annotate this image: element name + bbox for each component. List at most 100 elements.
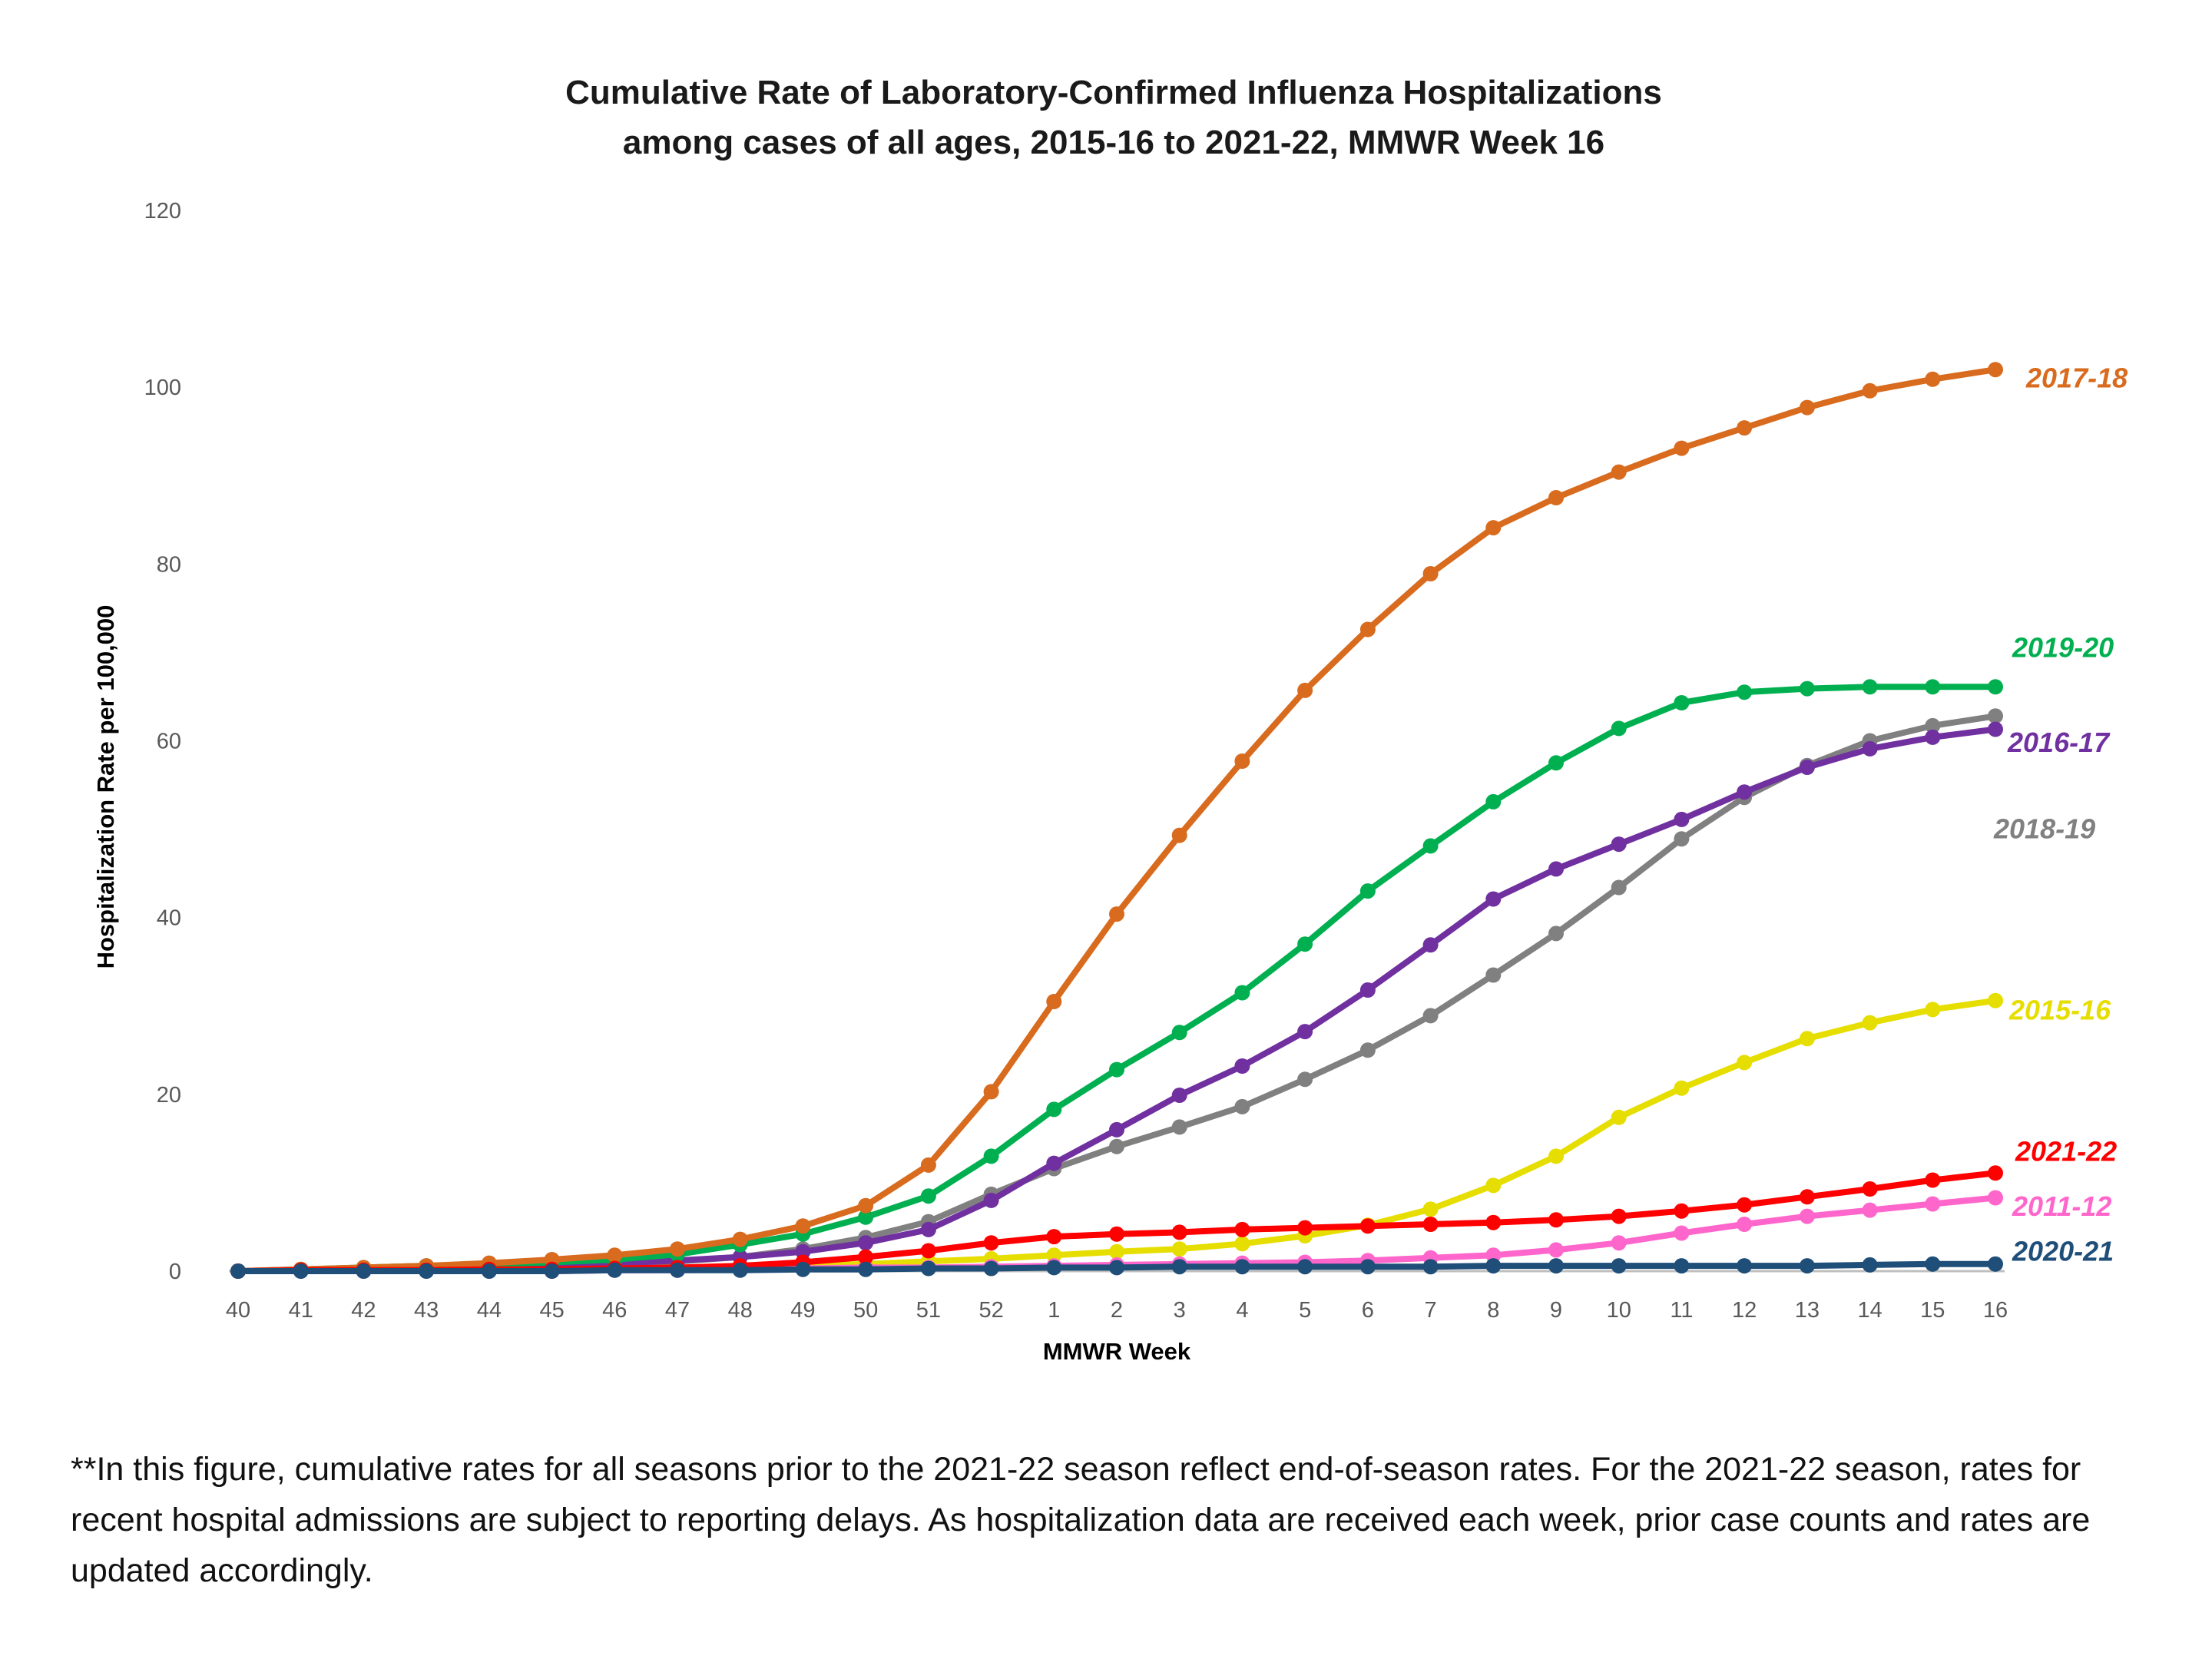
data-point bbox=[920, 1221, 936, 1237]
data-point bbox=[1234, 753, 1250, 769]
data-point bbox=[920, 1188, 936, 1204]
data-point bbox=[1988, 1256, 2003, 1272]
x-tick-label: 6 bbox=[1362, 1298, 1374, 1323]
x-tick-label: 2 bbox=[1111, 1298, 1123, 1323]
x-tick-label: 42 bbox=[351, 1298, 376, 1323]
data-point bbox=[1046, 1247, 1062, 1263]
data-point bbox=[1171, 1088, 1187, 1103]
data-point bbox=[1611, 836, 1627, 853]
data-point bbox=[1611, 1258, 1627, 1274]
data-point bbox=[419, 1263, 435, 1279]
x-tick-label: 43 bbox=[414, 1298, 439, 1323]
data-point bbox=[1737, 1217, 1753, 1232]
series-label-2016-17: 2016-17 bbox=[2007, 727, 2111, 758]
x-tick-label: 45 bbox=[539, 1298, 564, 1323]
x-tick-label: 48 bbox=[728, 1298, 753, 1323]
x-tick-label: 4 bbox=[1236, 1298, 1248, 1323]
data-point bbox=[293, 1263, 309, 1279]
data-point bbox=[1988, 362, 2003, 378]
data-point bbox=[1799, 760, 1815, 775]
data-point bbox=[983, 1235, 999, 1251]
series-label-2015-16: 2015-16 bbox=[2008, 995, 2111, 1026]
data-point bbox=[1109, 1243, 1124, 1260]
data-point bbox=[1925, 1256, 1941, 1272]
series-label-2021-22: 2021-22 bbox=[2015, 1136, 2117, 1167]
x-tick-label: 10 bbox=[1607, 1298, 1631, 1323]
data-point bbox=[1359, 621, 1376, 637]
x-tick-label: 16 bbox=[1983, 1298, 2008, 1323]
series-2020-21 bbox=[230, 1256, 2003, 1279]
data-point bbox=[1422, 1201, 1439, 1217]
data-point bbox=[1234, 1236, 1250, 1252]
y-axis-ticks: 0 20 40 60 80 100 120 bbox=[144, 199, 181, 1284]
data-point bbox=[1799, 1031, 1815, 1047]
data-point bbox=[920, 1157, 936, 1173]
x-tick-label: 15 bbox=[1920, 1298, 1945, 1323]
data-point bbox=[1799, 1208, 1815, 1224]
data-point bbox=[983, 1192, 999, 1208]
series-label-2019-20: 2019-20 bbox=[2012, 632, 2114, 664]
chart-title-line-2: among cases of all ages, 2015-16 to 2021… bbox=[623, 124, 1604, 161]
data-point bbox=[732, 1231, 748, 1247]
y-axis-title: Hospitalization Rate per 100,000 bbox=[92, 605, 119, 969]
y-tick-label: 80 bbox=[157, 552, 181, 577]
data-point bbox=[1234, 1058, 1250, 1074]
data-point bbox=[1485, 967, 1502, 983]
data-point bbox=[1737, 1197, 1753, 1213]
data-point bbox=[1674, 695, 1690, 710]
data-point bbox=[1799, 1189, 1815, 1205]
data-point bbox=[1046, 994, 1062, 1009]
data-point bbox=[1046, 1101, 1062, 1118]
data-point bbox=[1297, 1259, 1313, 1275]
y-tick-label: 120 bbox=[144, 199, 181, 224]
data-point bbox=[1799, 680, 1815, 697]
data-point bbox=[1109, 906, 1124, 922]
data-point bbox=[858, 1197, 874, 1214]
data-point bbox=[607, 1262, 623, 1278]
y-tick-label: 40 bbox=[157, 906, 181, 931]
data-point bbox=[1359, 1259, 1376, 1275]
x-tick-label: 14 bbox=[1857, 1298, 1882, 1323]
data-point bbox=[1737, 684, 1753, 700]
chart-title-line-1: Cumulative Rate of Laboratory-Confirmed … bbox=[565, 74, 1662, 111]
data-point bbox=[1485, 520, 1502, 536]
data-point bbox=[1925, 1172, 1941, 1188]
data-point bbox=[983, 1260, 999, 1277]
data-point bbox=[1862, 740, 1878, 757]
data-point bbox=[795, 1218, 811, 1234]
data-point bbox=[1548, 1258, 1564, 1274]
data-point bbox=[1674, 1258, 1690, 1274]
x-tick-label: 13 bbox=[1795, 1298, 1820, 1323]
data-point bbox=[1234, 1098, 1250, 1114]
x-tick-label: 46 bbox=[602, 1298, 627, 1323]
x-tick-label: 11 bbox=[1670, 1298, 1693, 1323]
series-labels: 2017-18 2019-20 2016-17 2018-19 2015-16 2021-… bbox=[1993, 363, 2128, 1267]
data-point bbox=[1737, 420, 1753, 436]
x-tick-label: 7 bbox=[1425, 1298, 1437, 1323]
x-tick-label: 12 bbox=[1732, 1298, 1757, 1323]
x-tick-label: 52 bbox=[979, 1298, 1003, 1323]
data-point bbox=[1988, 1165, 2003, 1181]
data-point bbox=[795, 1261, 811, 1277]
data-point bbox=[1359, 1218, 1376, 1234]
data-point bbox=[1988, 721, 2003, 737]
data-point bbox=[1359, 1042, 1376, 1058]
data-point bbox=[1046, 1260, 1062, 1276]
x-tick-label: 1 bbox=[1048, 1298, 1060, 1323]
data-point bbox=[795, 1243, 811, 1260]
series-group bbox=[230, 362, 2003, 1279]
data-point bbox=[1548, 1212, 1564, 1228]
data-point bbox=[1862, 1202, 1878, 1218]
data-point bbox=[1109, 1260, 1124, 1276]
data-point bbox=[1862, 1015, 1878, 1031]
x-axis-title: MMWR Week bbox=[1043, 1338, 1191, 1365]
data-point bbox=[983, 1148, 999, 1164]
data-point bbox=[607, 1247, 623, 1263]
data-point bbox=[1422, 566, 1439, 581]
data-point bbox=[1171, 1224, 1187, 1240]
data-point bbox=[1611, 1235, 1627, 1251]
series-label-2011-12: 2011-12 bbox=[2012, 1190, 2111, 1222]
footnote: **In this figure, cumulative rates for a… bbox=[71, 1451, 2091, 1589]
data-point bbox=[858, 1209, 874, 1225]
data-point bbox=[1234, 1259, 1250, 1275]
